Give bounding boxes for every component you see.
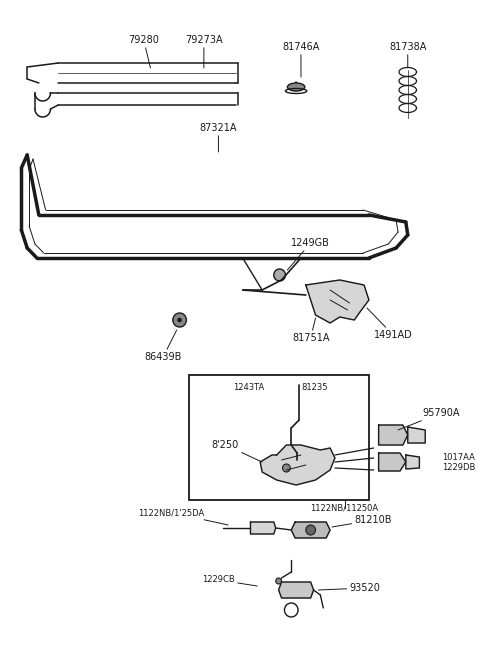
Text: 1229DB: 1229DB	[442, 463, 475, 472]
Circle shape	[283, 464, 290, 472]
Text: 86439B: 86439B	[144, 330, 182, 362]
Polygon shape	[251, 522, 276, 534]
Polygon shape	[260, 445, 335, 485]
Text: 81751A: 81751A	[292, 318, 329, 343]
Polygon shape	[379, 453, 406, 471]
Text: 79280: 79280	[128, 35, 159, 68]
Text: 81210B: 81210B	[332, 515, 392, 527]
Text: 1229CB: 1229CB	[202, 576, 257, 586]
Text: 81746A: 81746A	[282, 42, 320, 77]
Text: 81235: 81235	[301, 384, 327, 392]
Text: 8'250: 8'250	[212, 440, 262, 462]
Polygon shape	[291, 522, 330, 538]
Bar	[189, 375, 369, 500]
Polygon shape	[379, 425, 408, 445]
Text: 1249GB: 1249GB	[288, 238, 330, 270]
Text: 1243TA: 1243TA	[233, 384, 264, 392]
Circle shape	[276, 578, 282, 584]
Circle shape	[173, 313, 186, 327]
Circle shape	[274, 269, 286, 281]
Text: 1122NB/1'25DA: 1122NB/1'25DA	[138, 508, 228, 525]
Circle shape	[306, 525, 315, 535]
Polygon shape	[408, 427, 425, 443]
Polygon shape	[406, 455, 420, 469]
Text: 1491AD: 1491AD	[367, 308, 412, 340]
Ellipse shape	[288, 83, 305, 91]
Text: 79273A: 79273A	[185, 35, 223, 68]
Text: 1017AA: 1017AA	[442, 453, 475, 463]
Text: 81738A: 81738A	[389, 42, 426, 67]
Circle shape	[178, 318, 181, 322]
Text: 1122NB/11250A: 1122NB/11250A	[311, 503, 379, 512]
Text: 93520: 93520	[318, 583, 380, 593]
Polygon shape	[278, 582, 313, 598]
Text: 95790A: 95790A	[398, 408, 460, 430]
Text: 87321A: 87321A	[200, 123, 237, 152]
Polygon shape	[306, 280, 369, 323]
